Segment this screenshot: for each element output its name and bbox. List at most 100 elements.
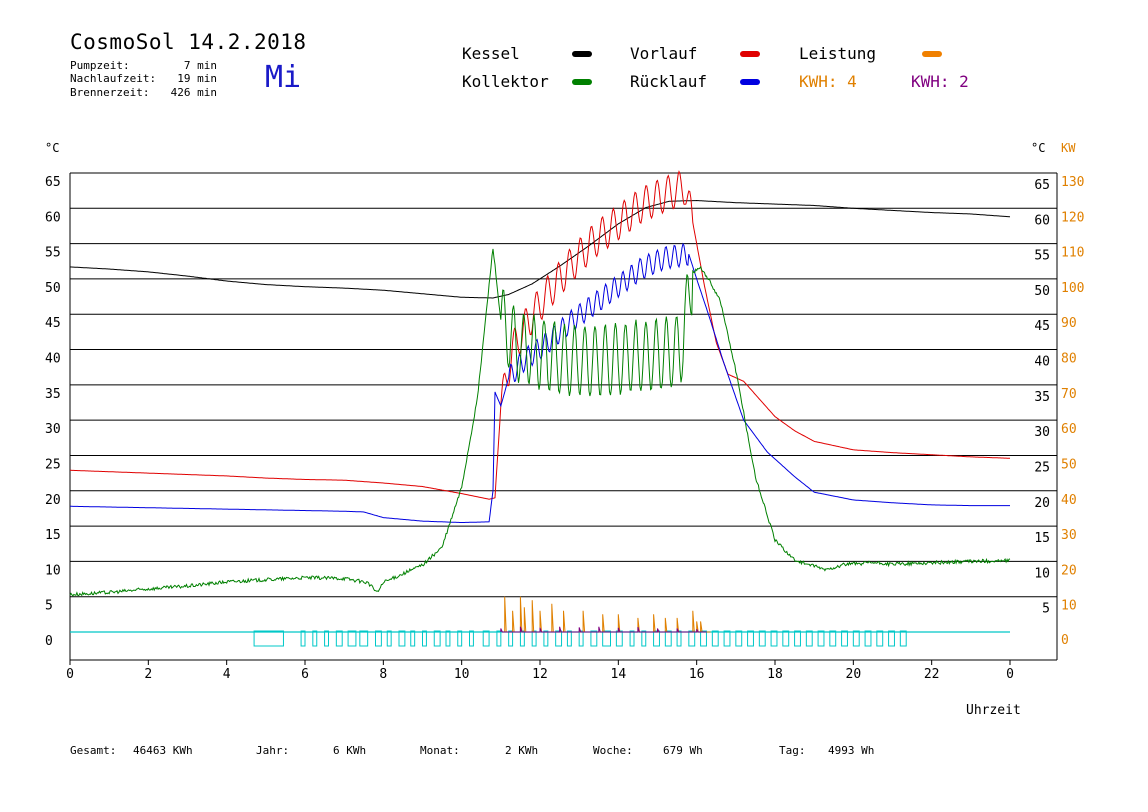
burner-block	[602, 630, 612, 647]
burner-block	[711, 630, 719, 647]
y2-tick-100: 100	[1061, 281, 1084, 296]
y-tick-left-10: 10	[45, 563, 61, 578]
y-axis-left-unit: °C	[45, 141, 59, 155]
x-axis-label: Uhrzeit	[966, 703, 1021, 718]
y-tick-right-50: 50	[1034, 284, 1050, 299]
burner-block	[398, 630, 406, 647]
burner-block	[422, 630, 427, 647]
y-axis-right-kw-unit: KW	[1061, 141, 1076, 155]
y-tick-right-20: 20	[1034, 496, 1050, 511]
burner-block	[817, 630, 825, 647]
burner-block	[543, 630, 549, 647]
y2-tick-90: 90	[1061, 316, 1077, 331]
burner-block	[469, 630, 474, 647]
burner-block	[312, 630, 318, 647]
burner-block	[578, 630, 584, 647]
burner-block	[347, 630, 357, 647]
burner-block	[375, 630, 382, 647]
burner-block	[829, 630, 837, 647]
burner-block	[335, 630, 343, 647]
chart-grid	[69, 172, 1058, 661]
y-tick-left-65: 65	[45, 175, 61, 190]
x-tick-12: 0	[1006, 667, 1014, 682]
afterrun-time-value: 19 min	[177, 72, 217, 85]
y-axis-left: 0 5 10 15 20 25 30 35 40 45 50 55 60 65	[45, 175, 61, 649]
series-line-kollektor	[69, 248, 1011, 597]
burner-block	[805, 630, 813, 647]
footer-gesamt-label: Gesamt:	[70, 744, 117, 757]
burner-block	[770, 630, 778, 647]
burner-block	[864, 630, 872, 647]
y2-tick-20: 20	[1061, 563, 1077, 578]
burner-time-value: 426 min	[170, 86, 217, 99]
pump-time-label: Pumpzeit:	[70, 59, 130, 72]
x-tick-7: 14	[611, 667, 627, 682]
legend-ruecklauf-swatch	[740, 79, 760, 85]
burner-block	[747, 630, 754, 647]
footer-monat-label: Monat:	[420, 744, 460, 757]
y2-tick-110: 110	[1061, 246, 1084, 261]
legend-kessel-label: Kessel	[462, 44, 520, 63]
footer-woche-value: 679 Wh	[663, 744, 703, 757]
chart-series	[69, 170, 1011, 633]
burner-block	[590, 630, 598, 647]
x-tick-8: 16	[689, 667, 705, 682]
footer-monat-value: 2 KWh	[505, 744, 539, 757]
y-tick-left-5: 5	[45, 599, 53, 614]
y-tick-right-10: 10	[1034, 566, 1050, 581]
y-tick-left-25: 25	[45, 457, 61, 472]
y-tick-left-50: 50	[45, 281, 61, 296]
burner-block	[653, 630, 660, 647]
footer-jahr-value: 6 KWh	[333, 744, 367, 757]
burner-block	[794, 630, 801, 647]
y2-tick-130: 130	[1061, 175, 1084, 190]
legend-vorlauf-label: Vorlauf	[630, 44, 698, 63]
chart-title: CosmoSol 14.2.2018	[70, 30, 307, 54]
x-tick-10: 20	[846, 667, 862, 682]
burner-block	[410, 630, 416, 647]
burner-block	[723, 630, 731, 647]
y-tick-right-45: 45	[1034, 319, 1050, 334]
burner-block	[629, 630, 635, 647]
afterrun-time-label: Nachlaufzeit:	[70, 72, 157, 85]
legend-kollektor-label: Kollektor	[462, 72, 549, 91]
burner-block	[445, 630, 451, 647]
burner-block	[531, 630, 537, 647]
burner-block	[496, 630, 502, 647]
y-axis-right-kw: 0 10 20 30 40 50 60 70 80 90 100 110 120 130	[1061, 175, 1084, 648]
burner-block	[519, 630, 525, 647]
burner-time-label: Brennerzeit:	[70, 86, 150, 99]
burner-block	[888, 630, 895, 647]
y-tick-left-0: 0	[45, 634, 53, 649]
burner-block	[676, 630, 682, 647]
burner-block	[688, 630, 696, 647]
y-axis-right-unit: °C	[1031, 141, 1045, 155]
burner-block	[433, 630, 441, 647]
burner-block	[700, 630, 707, 647]
y-tick-right-35: 35	[1034, 390, 1050, 405]
y-tick-right-60: 60	[1034, 213, 1050, 228]
burner-block	[641, 630, 647, 647]
x-tick-5: 10	[454, 667, 470, 682]
x-axis: 0 2 4 6 8 10 12 14 16 18 20 22 0	[66, 660, 1014, 682]
burner-block	[735, 630, 743, 647]
burner-block	[566, 630, 572, 647]
x-tick-3: 6	[301, 667, 309, 682]
x-tick-9: 18	[767, 667, 783, 682]
y-tick-right-30: 30	[1034, 425, 1050, 440]
y-tick-left-30: 30	[45, 422, 61, 437]
burner-block	[615, 630, 623, 647]
y2-tick-40: 40	[1061, 493, 1077, 508]
burner-block	[359, 630, 369, 647]
y-tick-right-55: 55	[1034, 249, 1050, 264]
y-tick-left-35: 35	[45, 387, 61, 402]
burner-block	[758, 630, 766, 647]
y-tick-left-15: 15	[45, 528, 61, 543]
y-tick-left-40: 40	[45, 352, 61, 367]
footer-tag-value: 4993 Wh	[828, 744, 875, 757]
y2-tick-60: 60	[1061, 422, 1077, 437]
y2-tick-50: 50	[1061, 457, 1077, 472]
series-line-kwh-2	[500, 626, 707, 633]
x-tick-0: 0	[66, 667, 74, 682]
legend-vorlauf-swatch	[740, 51, 760, 57]
